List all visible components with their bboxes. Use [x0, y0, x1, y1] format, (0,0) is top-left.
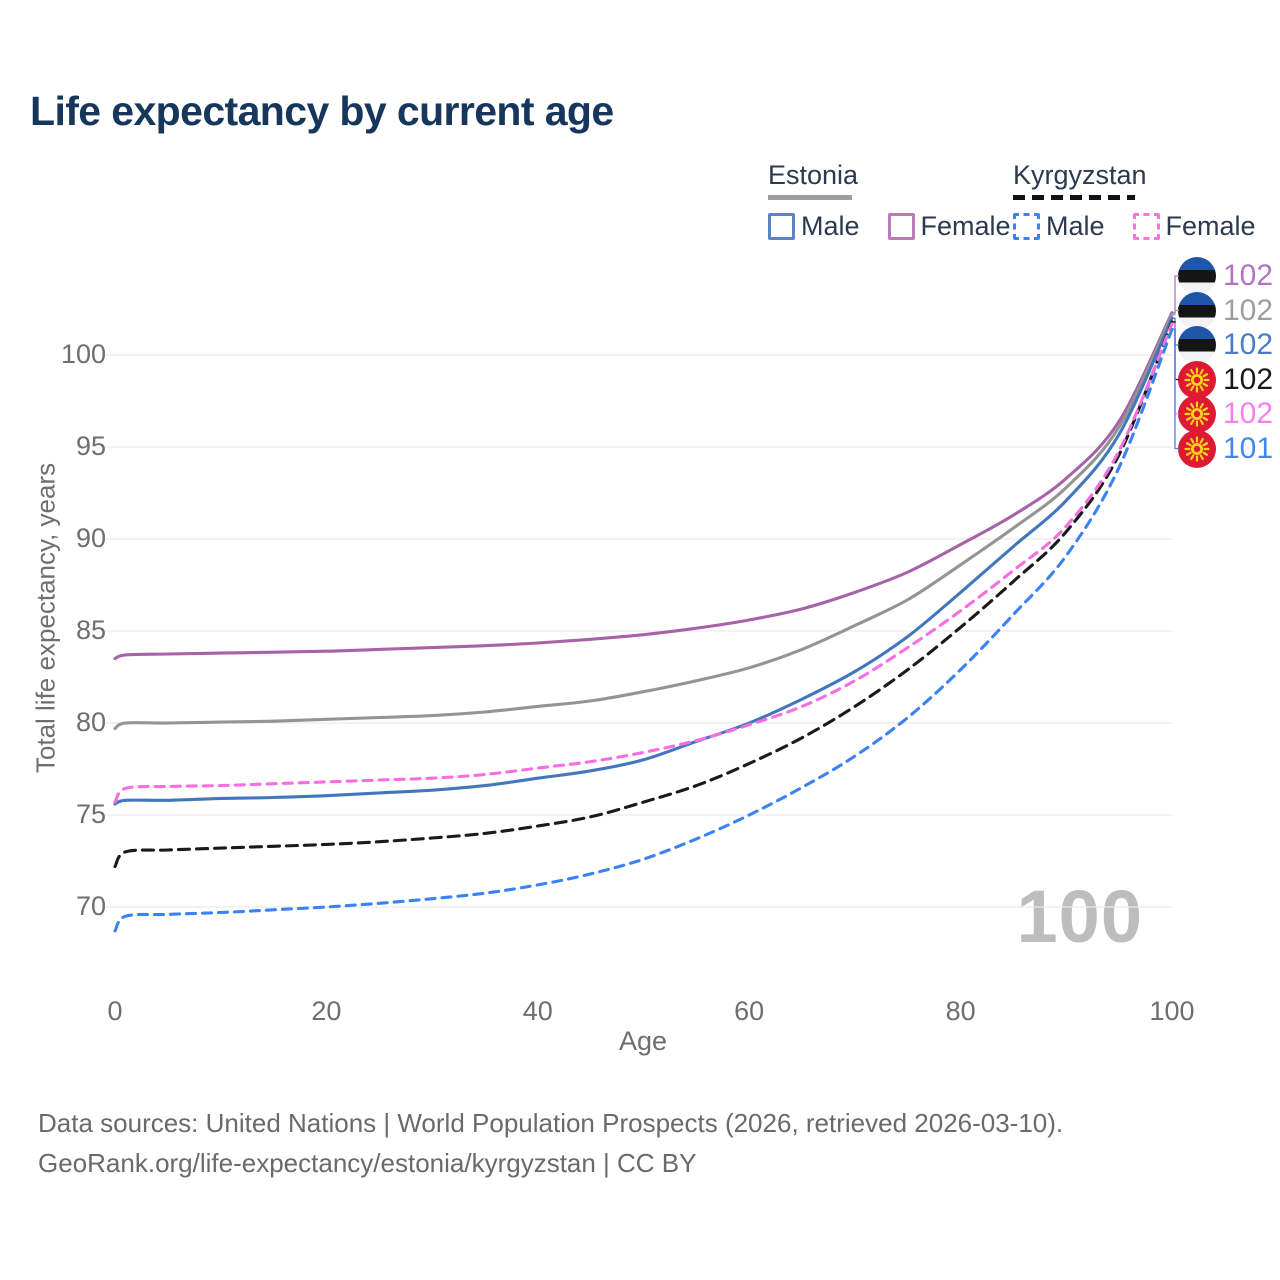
legend-label: Female — [920, 211, 1011, 241]
legend-label: Male — [801, 211, 860, 241]
legend-label: Female — [1165, 211, 1256, 241]
legend-group-kyrgyzstan: Kyrgyzstan Male Female — [1013, 160, 1256, 242]
kyrgyzstan-flag-icon — [1178, 360, 1216, 399]
y-tick-label: 75 — [75, 799, 106, 829]
kyrgyzstan-male-swatch-icon — [1013, 213, 1040, 240]
series-line-estonia-male[interactable] — [113, 316, 1174, 806]
legend-item-kyrgyzstan-male[interactable]: Male — [1013, 211, 1105, 242]
end-label-leader — [1172, 275, 1179, 314]
estonia-flag-icon — [1178, 257, 1216, 295]
legend-item-estonia-male[interactable]: Male — [768, 211, 860, 242]
legend-country-estonia[interactable]: Estonia — [768, 160, 859, 190]
y-tick-label: 100 — [60, 339, 106, 369]
x-tick-label: 80 — [945, 996, 976, 1026]
estonia-female-swatch-icon — [887, 213, 915, 240]
x-tick-label: 100 — [1149, 996, 1195, 1026]
footer-attribution[interactable]: GeoRank.org/life-expectancy/estonia/kyrg… — [38, 1148, 697, 1178]
series-end-value: 102 — [1223, 362, 1274, 396]
x-tick-label: 60 — [734, 996, 765, 1026]
series-end-value: 102 — [1223, 293, 1274, 327]
legend-item-estonia-female[interactable]: Female — [887, 211, 1011, 242]
x-tick-label: 20 — [311, 996, 342, 1026]
estonia-male-swatch-icon — [768, 213, 795, 240]
series-end-value: 101 — [1223, 431, 1274, 465]
series-line-estonia-female[interactable] — [113, 311, 1174, 661]
kyrgyzstan-flag-icon — [1178, 429, 1216, 468]
estonia-flag-icon — [1178, 326, 1216, 364]
y-tick-label: 95 — [75, 431, 106, 461]
y-tick-label: 90 — [75, 523, 106, 553]
series-line-kyrgyzstan-male[interactable] — [113, 327, 1174, 933]
kyrgyzstan-flag-icon — [1178, 395, 1216, 433]
x-tick-label: 40 — [522, 996, 553, 1026]
footer-data-sources: Data sources: United Nations | World Pop… — [38, 1108, 1064, 1138]
age-counter-watermark: 100 — [1016, 875, 1143, 958]
series-line-kyrgyzstan-both-sexes[interactable] — [113, 320, 1174, 869]
kyrgyzstan-line-sample — [1013, 195, 1135, 200]
estonia-flag-icon — [1178, 291, 1216, 330]
legend-country-kyrgyzstan[interactable]: Kyrgyzstan — [1013, 160, 1147, 190]
series-end-value: 102 — [1223, 259, 1274, 292]
x-axis-title: Age — [618, 1026, 668, 1056]
y-tick-label: 80 — [75, 707, 106, 737]
page-title: Life expectancy by current age — [30, 88, 614, 134]
y-tick-label: 85 — [75, 615, 106, 645]
kyrgyzstan-female-swatch-icon — [1132, 213, 1160, 240]
legend-group-estonia: Estonia Male Female — [768, 160, 1011, 242]
legend-item-kyrgyzstan-female[interactable]: Female — [1132, 211, 1256, 242]
end-label-leader — [1172, 328, 1179, 450]
series-line-kyrgyzstan-female[interactable] — [113, 322, 1174, 804]
y-tick-label: 70 — [75, 891, 106, 921]
legend-label: Male — [1046, 211, 1105, 241]
series-end-value: 102 — [1223, 328, 1274, 361]
series-end-value: 102 — [1223, 397, 1274, 430]
series-line-estonia-both-sexes[interactable] — [113, 312, 1174, 731]
x-tick-label: 0 — [107, 996, 123, 1026]
estonia-line-sample — [768, 195, 852, 200]
end-label-leader — [1172, 309, 1179, 316]
